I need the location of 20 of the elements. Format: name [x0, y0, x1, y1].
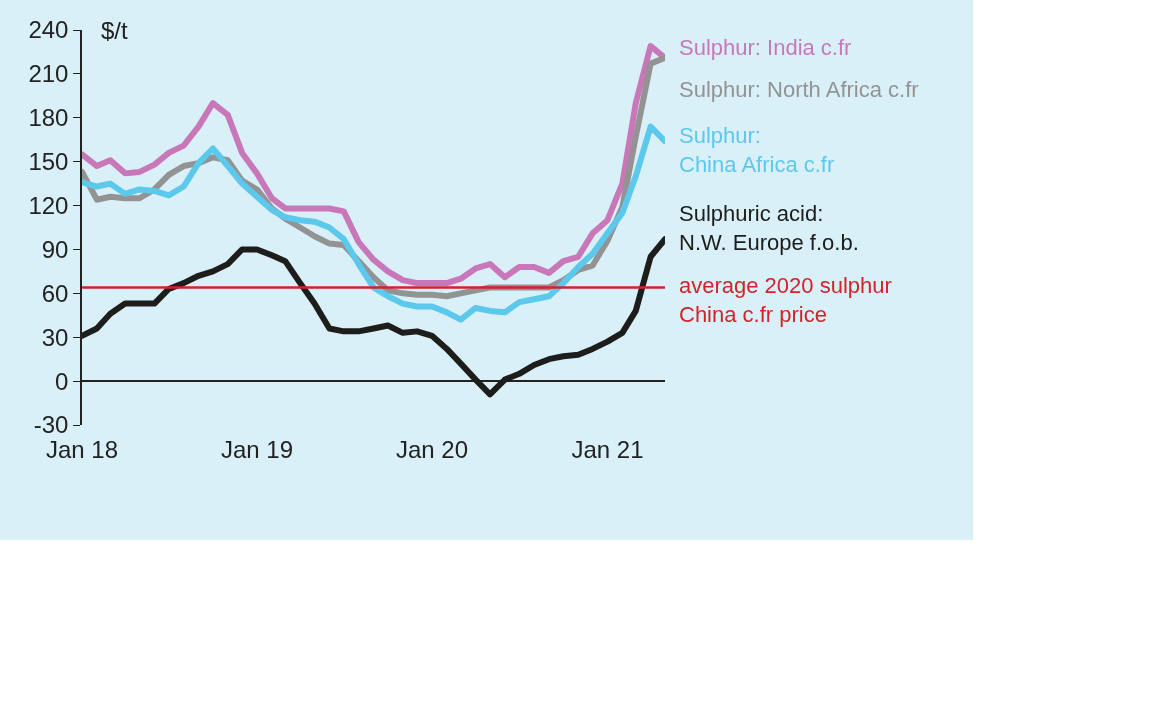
y-tick-label: 240 [28, 16, 69, 44]
x-tick-label: Jan 21 [571, 436, 644, 463]
y-tick-label: 60 [41, 279, 69, 307]
y-tick-label: 90 [41, 235, 69, 263]
y-tick-label: -30 [33, 411, 69, 439]
series-label: Sulphur: India c.fr [679, 35, 852, 60]
y-tick-label: 180 [28, 104, 69, 132]
y-tick-label: 210 [28, 60, 69, 88]
y-tick-label: 150 [28, 148, 69, 176]
ref-line-label: average 2020 sulphur China c.fr price [679, 273, 892, 327]
y-tick-label: 30 [41, 323, 69, 351]
x-tick-label: Jan 20 [395, 436, 469, 463]
y-tick-label: 0 [55, 367, 69, 395]
series-label: Sulphur: North Africa c.fr [679, 77, 919, 102]
series-label: Sulphur: China Africa c.fr [679, 123, 835, 177]
x-tick-label: Jan 18 [45, 436, 119, 463]
series-label: Sulphuric acid: N.W. Europe f.o.b. [679, 201, 859, 255]
y-axis-title: $/t [101, 17, 129, 44]
x-tick-label: Jan 19 [220, 436, 294, 463]
y-tick-label: 120 [28, 191, 69, 219]
